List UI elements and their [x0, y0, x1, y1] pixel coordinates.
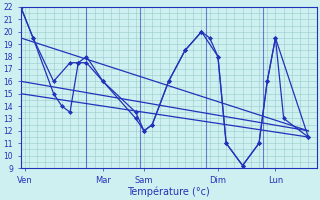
X-axis label: Température (°c): Température (°c)	[127, 186, 210, 197]
